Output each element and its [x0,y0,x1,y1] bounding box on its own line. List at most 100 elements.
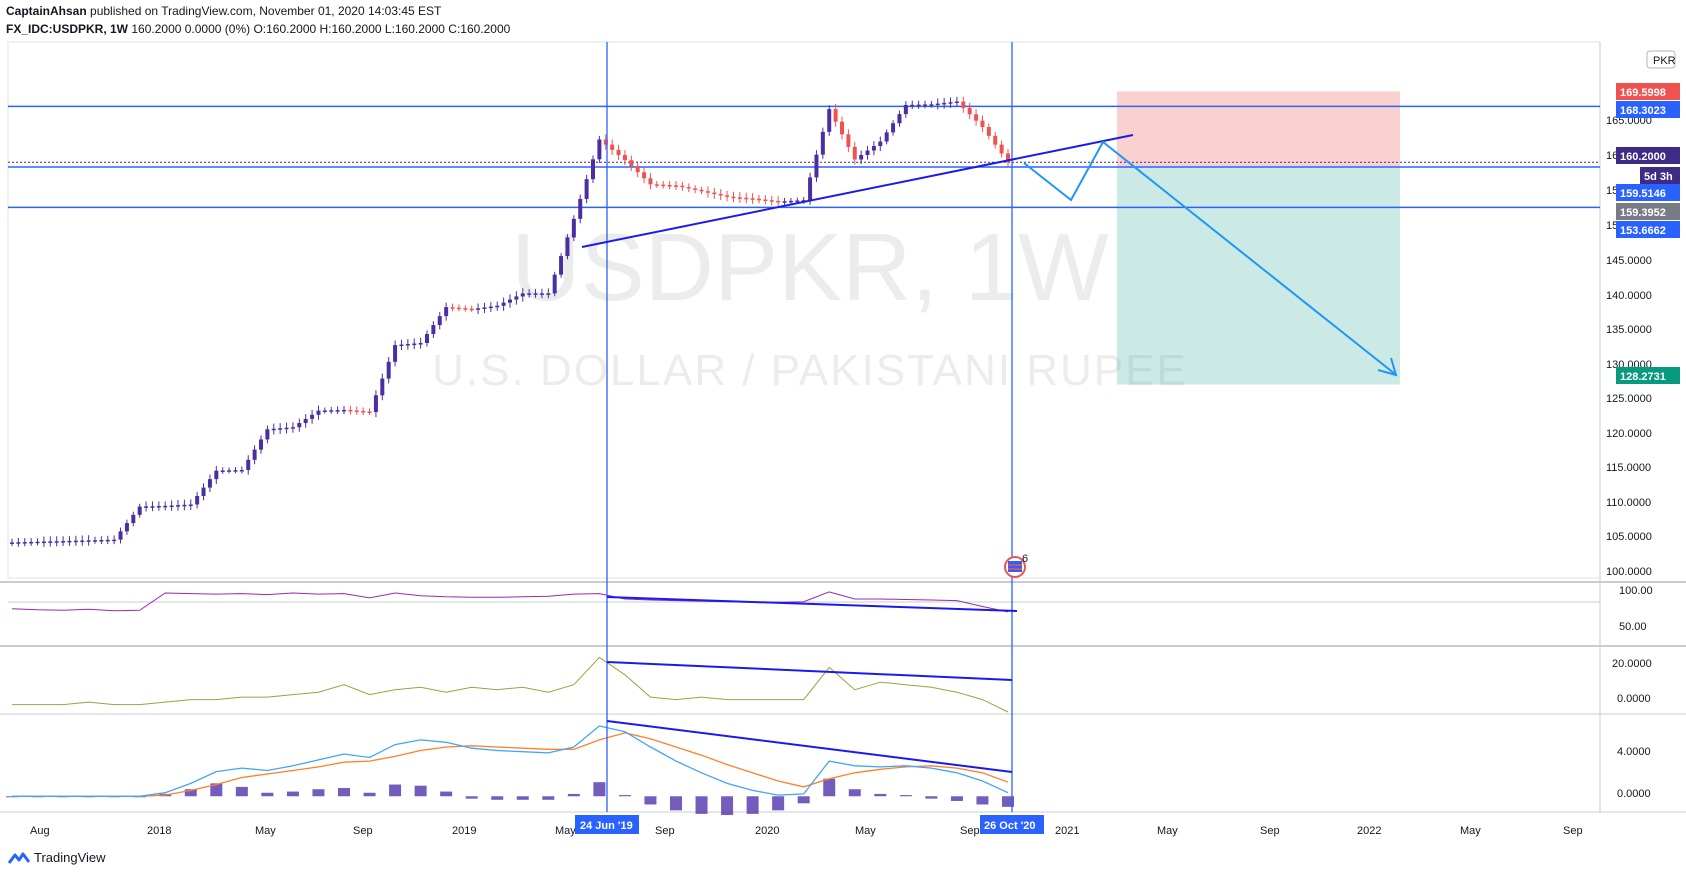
time-label: 2019 [452,825,476,837]
macd-histogram-bar [618,795,631,797]
candle-body [916,104,921,107]
candle-body [284,427,289,430]
watermark-subtitle: U.S. DOLLAR / PAKISTANI RUPEE [432,346,1188,395]
candle-body [629,160,634,167]
price-tag-label: 159.3952 [1620,207,1666,219]
candle-body [380,378,385,396]
take-profit-zone [1117,167,1400,385]
rising-trendline [581,134,1134,248]
candle-body [980,120,985,128]
macd-divergence-line [606,720,1013,773]
price-tag: 168.3023 [1616,101,1680,118]
candle-body [871,146,876,151]
candle-body [910,104,915,107]
oscillator-divergence-line [606,661,1013,681]
event-badge[interactable]: 6 [1004,553,1028,578]
candle-body [227,470,232,472]
macd-signal-line [12,732,1009,797]
symbol-label[interactable]: FX_IDC:USDPKR, 1W [6,22,129,36]
candle-body [354,410,359,412]
candle-body [35,541,40,544]
macd-histogram-bar [542,796,555,800]
macd-histogram-bar [363,792,376,797]
candle-body [188,504,193,506]
footer-brand[interactable]: TradingView [8,850,106,865]
candle-body [233,470,238,472]
candle-body [278,428,283,430]
candle-body [737,197,742,199]
macd-histogram-bar [312,789,325,797]
candle-body [648,178,653,185]
price-tag-bg [1616,101,1680,118]
candle-body [169,505,174,508]
tradingview-logo-icon [8,852,30,864]
candle-body [1006,153,1010,163]
time-marker-start: 24 Jun '19 [575,815,639,834]
candle-body [514,296,519,300]
candle-body [118,531,123,540]
price-tag-label: 159.5146 [1620,188,1666,200]
candle-body [444,307,449,317]
author-name[interactable]: CaptainAhsan [6,4,87,18]
candle-body [565,237,570,257]
candle-body [22,542,27,544]
candle-body [533,293,538,295]
candle-body [156,506,161,508]
candle-body [942,102,947,105]
candle-body [961,101,966,108]
candle-body [795,200,800,203]
macd-histogram-bar [670,796,682,811]
candle-body [271,428,276,431]
candle-body [246,459,251,470]
macd-histogram-bar [593,782,606,797]
candle-body [680,185,685,188]
macd-tick: 0.0000 [1617,788,1651,800]
candle-body [373,395,378,413]
candle-body [290,427,295,429]
currency-label: PKR [1653,55,1676,67]
macd-histogram-bar [823,778,836,797]
price-tag-label: 169.5998 [1620,87,1666,99]
macd-histogram-bar [925,796,938,799]
macd-histogram-bar [286,791,299,797]
macd-histogram-bar [695,796,708,814]
time-label: Sep [353,825,373,837]
candle-body [833,109,838,122]
candle-body [41,541,46,544]
price-tick: 125.0000 [1606,393,1652,405]
candle-body [29,541,34,544]
candle-body [725,195,730,197]
candle-body [935,103,940,106]
time-label: May [255,825,276,837]
time-label: Sep [655,825,675,837]
time-label: May [555,825,576,837]
published-text: published on TradingView.com, November 0… [90,4,442,18]
time-marker-label: 26 Oct '20 [984,820,1036,832]
candle-body [814,154,819,178]
candle-body [891,123,896,133]
candle-body [546,293,551,295]
price-tag-label: 128.2731 [1620,371,1666,383]
currency-badge[interactable]: PKR [1646,50,1676,69]
oscillator-line [12,656,1009,713]
candle-body [425,334,429,344]
time-label: May [855,825,876,837]
candle-body [993,135,998,145]
mid-tick: 0.0000 [1617,693,1651,705]
price-tick: 100.0000 [1606,566,1652,578]
candle-body [852,146,857,160]
price-tag: 160.2000 [1616,147,1680,164]
time-label: 2018 [147,825,171,837]
candle-body [310,414,315,419]
candle-body [67,540,72,543]
candle-body [131,514,136,524]
candle-body [731,196,736,199]
macd-histogram-bar [848,789,861,797]
macd-histogram-bar [950,796,963,801]
macd-histogram-bar [465,796,478,799]
candle-body [527,293,532,295]
candle-body [105,539,110,542]
macd-histogram-bar [1002,796,1014,807]
rsi-tick: 100.00 [1619,585,1653,597]
